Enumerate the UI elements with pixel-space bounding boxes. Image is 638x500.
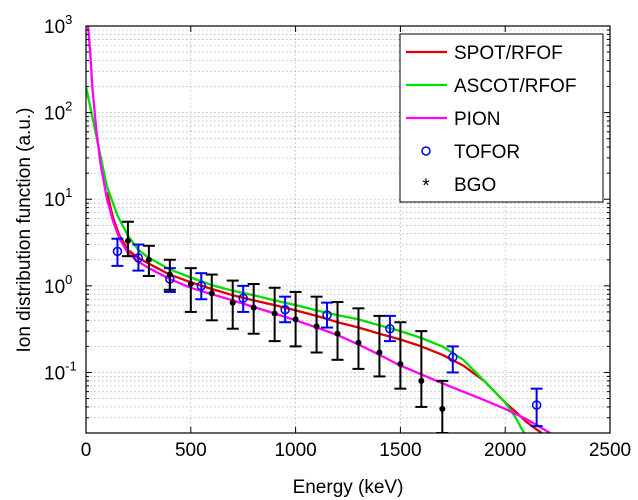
bgo-point (334, 330, 341, 337)
tofor-point (448, 352, 458, 362)
tofor-point (531, 400, 542, 410)
bgo-point (376, 349, 383, 356)
bgo-point (250, 304, 257, 311)
legend-label-spot-rfof: SPOT/RFOF (454, 43, 563, 64)
bgo-point (292, 316, 299, 323)
tofor-point (385, 323, 395, 334)
x-tick-labels: 0 500 1000 1500 2000 2500 (81, 440, 631, 461)
bgo-point (355, 339, 362, 346)
tofor-point (280, 304, 290, 315)
tofor-point (238, 293, 248, 303)
plot-series (86, 26, 553, 433)
plot-frame (85, 25, 611, 434)
x-tick-label: 2000 (484, 440, 526, 461)
x-tick-label: 1500 (379, 440, 421, 461)
x-tick-label: 1000 (274, 440, 316, 461)
tofor-point (133, 253, 144, 263)
y-tick-label: 103 (44, 12, 72, 38)
y-tick-label: 100 (44, 272, 72, 298)
legend: SPOT/RFOF ASCOT/RFOF PION TOFOR * BGO (399, 33, 604, 203)
bgo-point (145, 256, 152, 263)
bgo-point (271, 310, 278, 317)
legend-swatch-bgo: * (422, 176, 430, 197)
bgo-point (397, 361, 404, 368)
x-tick-label: 500 (175, 440, 207, 461)
y-axis-title: Ion distribution function (a.u.) (14, 107, 35, 352)
x-axis-title: Energy (keV) (293, 477, 404, 498)
tofor-point (112, 246, 123, 257)
bgo-point (229, 299, 236, 306)
axis-ticks (85, 25, 611, 433)
bgo-point (313, 323, 320, 330)
bgo-point (439, 405, 446, 412)
legend-label-tofor: TOFOR (454, 142, 520, 163)
x-tick-label: 0 (81, 440, 92, 461)
legend-swatch-tofor (421, 146, 431, 156)
bgo-point (208, 290, 215, 297)
legend-label-pion: PION (454, 109, 500, 130)
bgo-point (166, 271, 173, 278)
bgo-point (187, 281, 194, 288)
bgo-point (124, 237, 131, 244)
y-tick-label: 101 (44, 185, 72, 211)
legend-label-ascot-rfof: ASCOT/RFOF (454, 76, 576, 97)
x-tick-label: 2500 (589, 440, 631, 461)
tofor-point (322, 310, 332, 320)
y-tick-labels: 10-1 100 101 102 103 (44, 12, 77, 384)
bgo-point (418, 377, 425, 384)
legend-label-bgo: BGO (454, 175, 496, 196)
tofor-point (196, 281, 207, 291)
y-tick-label: 102 (44, 99, 72, 125)
y-tick-label: 10-1 (44, 358, 77, 384)
